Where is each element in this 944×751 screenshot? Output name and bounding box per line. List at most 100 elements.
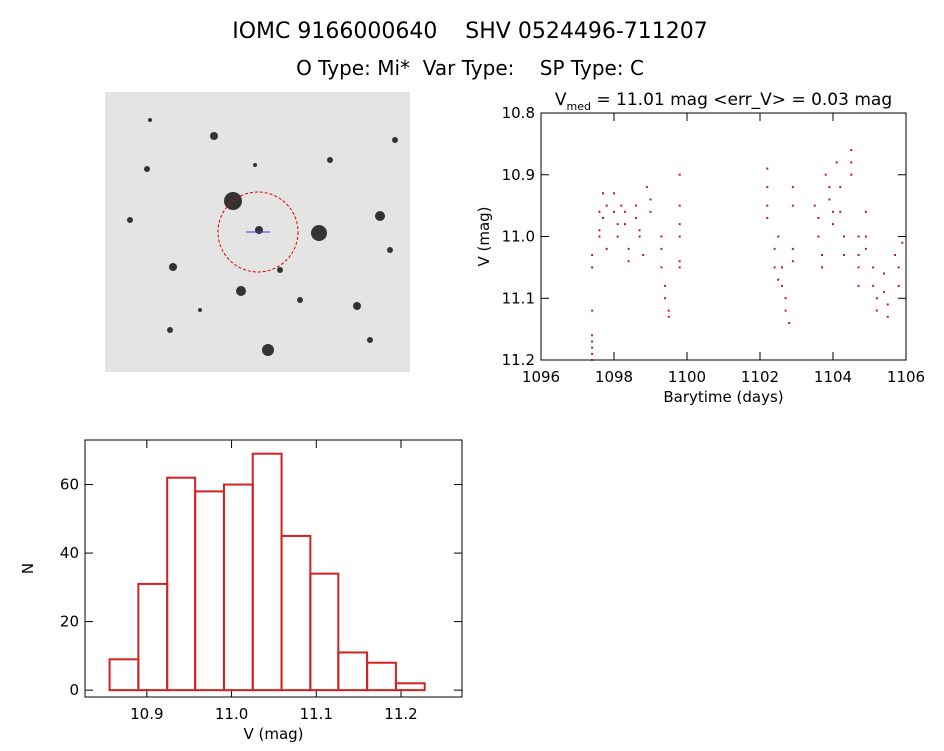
data-point xyxy=(667,315,670,318)
data-point xyxy=(678,266,681,269)
data-point xyxy=(872,266,875,269)
chart-title: Vmed = 11.01 mag <err_V> = 0.03 mag xyxy=(555,90,892,113)
chart-title-rest: = 11.01 mag <err_V> = 0.03 mag xyxy=(591,90,892,110)
data-point xyxy=(894,254,897,257)
data-point xyxy=(791,247,794,250)
data-point xyxy=(766,204,769,207)
x-tick-label: 11.1 xyxy=(300,705,333,723)
histogram-bar xyxy=(251,452,283,692)
data-point xyxy=(591,309,594,312)
data-point xyxy=(623,210,626,213)
x-tick-label: 1100 xyxy=(668,368,706,386)
data-point xyxy=(664,297,667,300)
x-tick-label: 1102 xyxy=(741,368,779,386)
data-point xyxy=(766,167,769,170)
plot-frame xyxy=(84,439,463,698)
data-point xyxy=(645,186,648,189)
data-point xyxy=(649,210,652,213)
data-point xyxy=(634,216,637,219)
y-tick-label: 11.2 xyxy=(502,351,535,369)
data-point xyxy=(875,309,878,312)
data-point xyxy=(886,315,889,318)
data-point xyxy=(872,284,875,287)
data-point xyxy=(678,204,681,207)
data-point xyxy=(591,359,594,361)
data-point xyxy=(591,266,594,269)
data-point xyxy=(591,352,594,355)
data-point xyxy=(857,254,860,257)
data-point xyxy=(638,235,641,238)
data-point xyxy=(857,284,860,287)
y-axis-label: V (mag) xyxy=(475,206,493,266)
data-point xyxy=(638,229,641,232)
chart-title-subscript: med xyxy=(567,100,591,113)
data-point xyxy=(842,254,845,257)
y-axis-label: N xyxy=(19,563,37,574)
data-point xyxy=(598,229,601,232)
data-point xyxy=(777,235,780,238)
data-point xyxy=(821,266,824,269)
page-subtitle: O Type: Mi* Var Type: SP Type: C xyxy=(296,56,644,80)
data-point xyxy=(678,173,681,176)
x-axis-label: Barytime (days) xyxy=(663,388,783,406)
y-tick-label: 11.0 xyxy=(502,228,535,246)
data-point xyxy=(842,235,845,238)
data-point xyxy=(616,223,619,226)
data-point xyxy=(602,192,605,195)
data-point xyxy=(850,149,853,152)
data-point xyxy=(788,321,791,324)
data-point xyxy=(897,266,900,269)
data-point xyxy=(627,260,630,263)
data-point xyxy=(602,216,605,219)
y-tick-label: 60 xyxy=(60,476,79,494)
data-point xyxy=(591,334,594,337)
data-point xyxy=(664,284,667,287)
data-point xyxy=(832,223,834,226)
data-point xyxy=(824,173,827,176)
data-point xyxy=(678,223,681,226)
data-point xyxy=(766,216,769,219)
data-point xyxy=(850,161,853,164)
data-point xyxy=(886,303,889,306)
data-point xyxy=(897,284,900,287)
data-point xyxy=(780,284,783,287)
histogram-bar xyxy=(108,658,140,692)
histogram-bar xyxy=(309,572,340,692)
x-tick-label: 1104 xyxy=(814,368,852,386)
y-tick-label: 40 xyxy=(60,544,79,562)
data-point xyxy=(817,235,820,238)
data-point xyxy=(777,278,780,281)
x-tick-label: 1098 xyxy=(595,368,633,386)
data-point xyxy=(660,235,663,238)
data-point xyxy=(660,266,663,269)
data-point xyxy=(901,241,904,244)
data-point xyxy=(766,186,769,189)
data-point xyxy=(813,204,816,207)
data-point xyxy=(642,254,645,257)
histogram-bar xyxy=(337,651,369,692)
data-point xyxy=(591,340,594,343)
data-point xyxy=(839,210,842,213)
x-tick-label: 1096 xyxy=(522,368,560,386)
histogram-bar xyxy=(222,483,254,692)
y-tick-label: 10.9 xyxy=(502,166,535,184)
x-tick-label: 1106 xyxy=(887,368,925,386)
data-point xyxy=(616,235,619,238)
page-title: IOMC 9166000640 SHV 0524496-711207 xyxy=(232,19,708,44)
x-tick-label: 11.2 xyxy=(384,705,417,723)
x-tick-label: 11.0 xyxy=(215,705,248,723)
data-point xyxy=(791,186,794,189)
data-point xyxy=(649,198,652,201)
data-point xyxy=(623,223,626,226)
data-point xyxy=(660,247,663,250)
histogram-bar xyxy=(280,534,312,692)
data-point xyxy=(828,186,831,189)
data-point xyxy=(828,198,831,201)
data-point xyxy=(784,297,787,300)
data-point xyxy=(883,272,886,275)
y-tick-label: 20 xyxy=(60,613,79,631)
data-point xyxy=(605,204,608,207)
chart-title-main: V xyxy=(555,90,567,110)
data-point xyxy=(791,260,794,263)
